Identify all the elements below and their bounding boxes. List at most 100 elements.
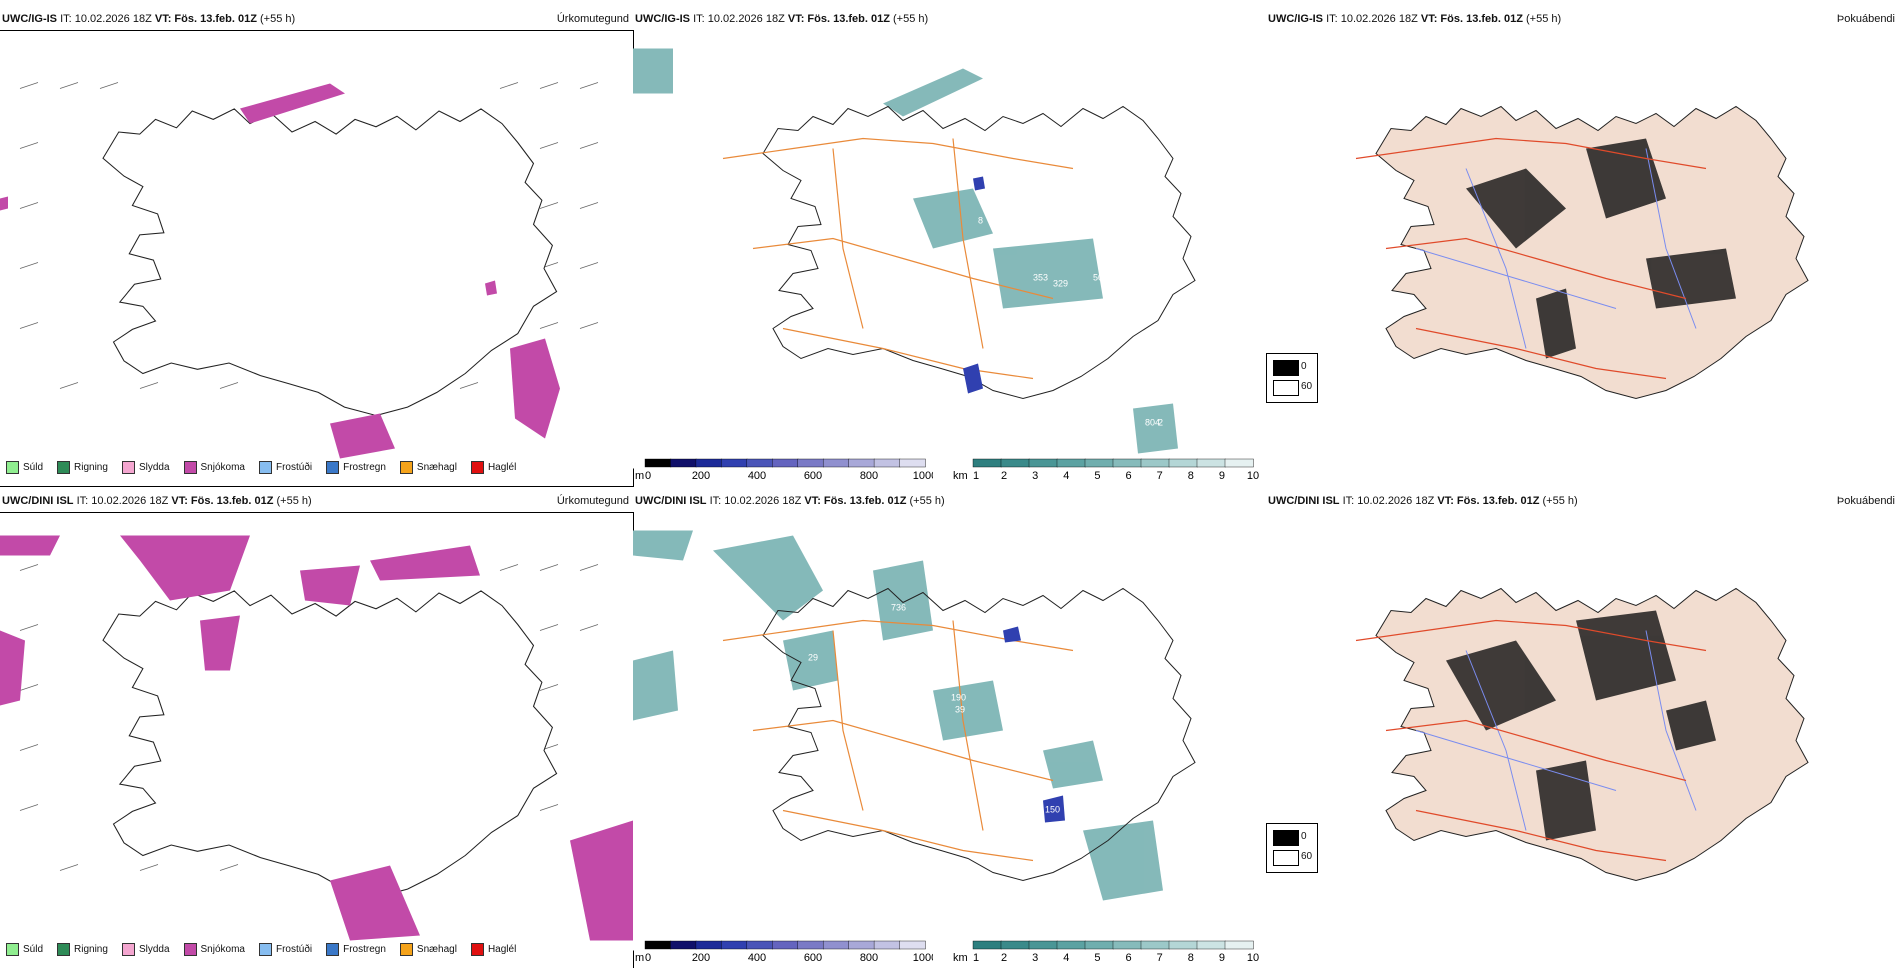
visibility-colorbar: km 1 2 3 4 5 6 7 8 9 10 (951, 457, 1261, 483)
ceiling-label: 4 (1118, 266, 1123, 276)
colorbar-segment (772, 458, 799, 468)
ceiling-colorbar-svg: m0 200 400 600 800 1000 (635, 458, 933, 482)
precip-map (0, 30, 634, 487)
cloud-panel-row0: UWC/IG-IS IT: 10.02.2026 18Z VT: Fös. 13… (633, 13, 1266, 483)
colorbar-segment (797, 458, 824, 468)
model-label: UWC/DINI ISL (2, 495, 74, 507)
colorbar-segment (972, 940, 1002, 950)
fog-legend-swatch (1273, 850, 1299, 866)
legend-swatch (6, 461, 19, 474)
wind-barbs (19, 82, 599, 389)
colorbar-tick-label: 6 (1125, 470, 1131, 482)
precip-snow-areas (0, 535, 633, 941)
product-name: Úrkomutegund (556, 13, 629, 25)
model-label: UWC/IG-IS (1268, 13, 1323, 25)
lead-time: (+55 h) (276, 495, 312, 507)
colorbar-tick-label: 2 (1001, 470, 1007, 482)
ceiling-label: 2 (1158, 418, 1163, 428)
colorbar-segment (1112, 458, 1142, 468)
colorbar-tick-label: 400 (748, 952, 766, 964)
panel-header: UWC/DINI ISL IT: 10.02.2026 18Z VT: Fös.… (0, 495, 633, 511)
colorbar-segment (797, 940, 824, 950)
colorbar-segment (695, 458, 723, 468)
legend-swatch (399, 461, 413, 474)
colorbar-segment (1196, 458, 1226, 468)
colorbar-tick-label: 1000 (913, 952, 933, 964)
colorbar-segment (644, 940, 672, 950)
legend-item: Snjókoma (183, 461, 245, 474)
colorbar-segment (746, 940, 773, 950)
colorbar-tick-label: 400 (748, 470, 766, 482)
fog-legend-swatch (1273, 830, 1299, 846)
issue-time: IT: 10.02.2026 18Z (60, 13, 152, 25)
colorbar-segment (1084, 940, 1114, 950)
legend-item: Súld (6, 461, 43, 474)
issue-time: IT: 10.02.2026 18Z (1342, 495, 1435, 507)
colorbar-segment (848, 940, 875, 950)
colorbar-segment (1196, 940, 1226, 950)
colorbar-segment (670, 940, 697, 950)
ceiling-label: 500 (1093, 273, 1108, 283)
ceiling-label: 804 (1145, 418, 1160, 428)
legend-swatch (470, 461, 484, 474)
visibility-colorbar-svg: km 1 2 3 4 5 6 7 8 9 10 (953, 940, 1259, 964)
panel-header: UWC/IG-IS IT: 10.02.2026 18Z VT: Fös. 13… (1266, 13, 1899, 29)
colorbar-segment (746, 458, 773, 468)
lead-time: (+55 h) (260, 13, 296, 25)
model-label: UWC/DINI ISL (635, 495, 707, 507)
ceiling-label: 190 (951, 693, 966, 703)
colorbar-tick-label: 7 (1157, 470, 1163, 482)
legend-item: Haglél (470, 461, 516, 474)
road-network (1355, 619, 1707, 862)
road-network (722, 619, 1074, 862)
ceiling-colorbar: m0 200 400 600 800 1000 (633, 457, 933, 483)
issue-time: IT: 10.02.2026 18Z (709, 495, 802, 507)
valid-time: VT: Fös. 13.feb. 01Z (171, 495, 274, 507)
precip-panel-row1: UWC/DINI ISL IT: 10.02.2026 18Z VT: Fös.… (0, 495, 634, 968)
colorbar-tick-label: 0 (645, 470, 651, 482)
colorbar-tick-label: 3 (1032, 470, 1038, 482)
ceiling-label: 329 (1053, 279, 1068, 289)
legend-item: Rigning (57, 461, 108, 474)
colorbar-segment (1028, 940, 1058, 950)
issue-time: IT: 10.02.2026 18Z (693, 13, 785, 25)
ceiling-values: 810 6 8 353 329 500 4 804 2 (978, 191, 1163, 428)
product-name: Úrkomutegund (556, 495, 629, 507)
legend-item: Snæhagl (399, 461, 457, 474)
valid-time: VT: Fös. 13.feb. 01Z (1437, 495, 1540, 507)
model-label: UWC/IG-IS (635, 13, 690, 25)
ceiling-label: 810 (991, 191, 1006, 201)
issue-time: IT: 10.02.2026 18Z (1326, 13, 1418, 25)
legend-item: Frostúði (258, 461, 312, 474)
valid-time: VT: Fös. 13.feb. 01Z (1420, 13, 1523, 25)
colorbar-tick-label: 9 (1219, 470, 1225, 482)
fog-panel-row1: UWC/DINI ISL IT: 10.02.2026 18Z VT: Fös.… (1266, 495, 1899, 965)
precip-map (0, 512, 634, 968)
river-lines (1415, 630, 1697, 831)
colorbar-tick-label: 8 (1188, 470, 1194, 482)
colorbar-segment (695, 940, 723, 950)
visibility-colorbar: km 1 2 3 4 5 6 7 8 9 10 (951, 939, 1261, 965)
precip-legend: Súld Rigning Slydda Snjókoma Frostúði Frostre… (6, 461, 530, 477)
colorbar-segment (721, 940, 748, 950)
panel-header: UWC/IG-IS IT: 10.02.2026 18Z VT: Fös. 13… (0, 13, 633, 29)
legend-swatch (183, 461, 197, 474)
colorbar-tick-label: 5 (1094, 952, 1100, 964)
fog-legend: 0 60 (1266, 353, 1318, 403)
precip-panel-row0: UWC/IG-IS IT: 10.02.2026 18Z VT: Fös. 13… (0, 13, 634, 487)
lead-time: (+55 h) (893, 13, 929, 25)
model-label: UWC/IG-IS (2, 13, 57, 25)
fog-dark-areas (1446, 610, 1716, 841)
road-network (722, 137, 1074, 380)
ceiling-label: 29 (808, 653, 818, 663)
colorbar-unit: m (635, 952, 644, 964)
legend-swatch (258, 461, 272, 474)
road-network (1355, 137, 1707, 380)
colorbar-segment (1140, 940, 1170, 950)
colorbar-segment (1056, 458, 1086, 468)
legend-item: Slydda (121, 461, 170, 474)
panel-header: UWC/DINI ISL IT: 10.02.2026 18Z VT: Fös.… (633, 495, 1266, 511)
colorbar-tick-label: 4 (1063, 952, 1069, 964)
valid-time: VT: Fös. 13.feb. 01Z (787, 13, 890, 25)
fog-map (1266, 48, 1899, 469)
